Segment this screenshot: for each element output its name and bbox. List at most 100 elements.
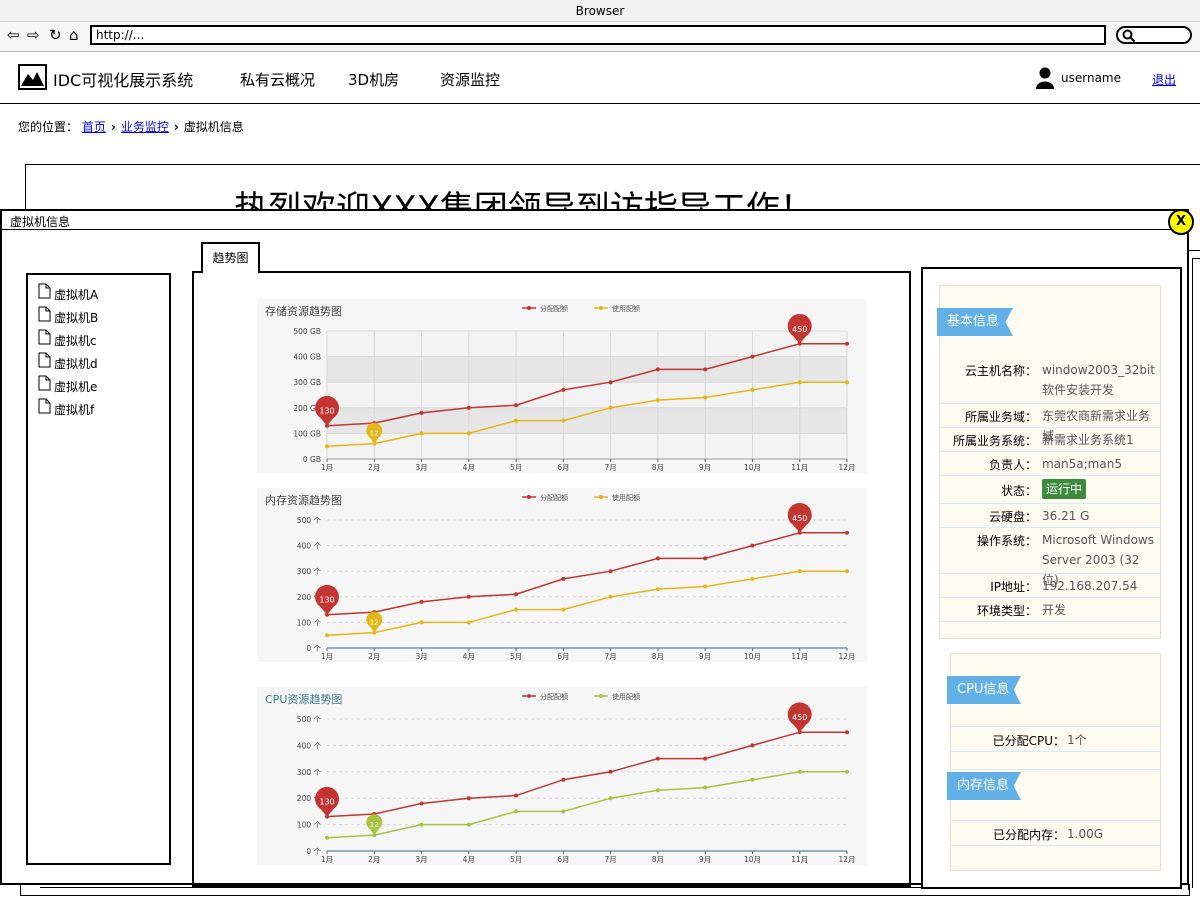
- series-line: [326, 532, 847, 616]
- status-badge: 运行中: [1042, 479, 1087, 499]
- legend-dot: [527, 694, 531, 698]
- x-tick-label: 12月: [838, 855, 855, 864]
- info-value: 36.21 G: [1042, 509, 1090, 523]
- divider: [951, 752, 1160, 770]
- x-tick-label: 4月: [463, 652, 475, 661]
- memory-trend-chart: 内存资源趋势图 分配配额 使用配额 0 个 100 个 200 个 300 个 400 个 50…: [257, 488, 867, 662]
- data-point: [466, 796, 471, 801]
- chevron-right-icon: ›: [110, 120, 116, 134]
- file-icon: [38, 329, 51, 345]
- vm-list: 虚拟机A 虚拟机B 虚拟机c 虚拟机d 虚拟机e 虚拟机f: [26, 273, 171, 865]
- vm-item-label: 虚拟机e: [54, 380, 98, 394]
- x-tick-label: 4月: [463, 463, 475, 472]
- x-tick-label: 7月: [604, 463, 616, 472]
- menu-resource-monitor[interactable]: 资源监控: [440, 71, 501, 89]
- info-key: 云主机名称：: [964, 364, 1037, 378]
- data-point: [419, 822, 424, 827]
- tab-trend[interactable]: 趋势图: [201, 242, 260, 273]
- marker-pin: [366, 422, 383, 444]
- x-tick-label: 6月: [557, 652, 569, 661]
- grid-band: [327, 356, 847, 383]
- x-tick-label: 1月: [321, 463, 333, 472]
- marker-pin: [787, 313, 812, 344]
- chart-title: CPU资源趋势图: [265, 692, 342, 706]
- x-tick-label: 10月: [744, 855, 761, 864]
- y-tick-label: 500 GB: [293, 327, 321, 336]
- close-button[interactable]: X: [1168, 209, 1194, 235]
- y-tick-label: 0 GB: [303, 455, 321, 464]
- app-title: IDC可视化展示系统: [53, 71, 194, 90]
- x-tick-label: 8月: [652, 855, 664, 864]
- data-point: [372, 833, 377, 838]
- x-tick-label: 1月: [321, 855, 333, 864]
- x-tick-label: 7月: [604, 855, 616, 864]
- data-point: [655, 756, 660, 761]
- marker-label: 450: [792, 713, 807, 722]
- grid-band: [327, 407, 847, 434]
- forward-icon[interactable]: ⇨: [27, 26, 40, 44]
- x-tick-label: 2月: [368, 855, 380, 864]
- search-icon: [1122, 29, 1136, 43]
- info-row: 操作系统： Microsoft Windows Server 2003 (32 …: [940, 528, 1160, 587]
- data-point: [750, 354, 755, 359]
- reload-icon[interactable]: ↻: [49, 26, 62, 44]
- username: username: [1061, 71, 1121, 85]
- x-tick-label: 5月: [510, 463, 522, 472]
- info-row: 负责人： man5a;man5: [940, 452, 1160, 476]
- data-point: [561, 607, 566, 612]
- browser-search-input[interactable]: [1116, 26, 1192, 44]
- file-icon: [38, 398, 51, 414]
- address-input[interactable]: http://...: [90, 25, 1106, 45]
- data-point: [655, 587, 660, 592]
- x-tick-label: 10月: [744, 463, 761, 472]
- breadcrumb-business[interactable]: 业务监控: [120, 120, 169, 134]
- home-icon[interactable]: ⌂: [69, 26, 79, 44]
- data-point: [703, 556, 708, 561]
- y-tick-label: 300 个: [297, 567, 322, 576]
- user-icon: [1036, 67, 1054, 89]
- info-value: window2003_32bit软件安装开发: [1042, 363, 1155, 397]
- data-point: [608, 405, 613, 410]
- legend-dot: [527, 306, 531, 310]
- y-tick-label: 100 个: [297, 618, 322, 627]
- menu-3d-room[interactable]: 3D机房: [348, 71, 400, 89]
- back-icon[interactable]: ⇦: [7, 26, 20, 44]
- y-tick-label: 400 个: [297, 741, 322, 750]
- menu-private-cloud[interactable]: 私有云概况: [240, 71, 316, 89]
- browser-title: Browser: [0, 0, 1200, 22]
- x-tick-label: 11月: [791, 652, 808, 661]
- storage-trend-chart: 存储资源趋势图 分配配额 使用配额 0 GB 100 GB 200 GB 300 GB 400…: [257, 299, 867, 473]
- data-point: [372, 441, 377, 446]
- y-tick-label: 500 个: [297, 516, 322, 525]
- chevron-right-icon: ›: [173, 120, 179, 134]
- data-point: [797, 769, 802, 774]
- data-point: [608, 769, 613, 774]
- charts-panel: 存储资源趋势图 分配配额 使用配额 0 GB 100 GB 200 GB 300 GB 400…: [192, 271, 911, 887]
- vm-info-modal: 虚拟机信息 X 虚拟机A 虚拟机B 虚拟机c 虚拟机d 虚拟机e 虚拟机f 趋势…: [0, 209, 1194, 889]
- data-point: [845, 341, 849, 346]
- data-point: [608, 594, 613, 599]
- legend-label: 分配配额: [540, 692, 568, 701]
- info-row: IP地址： 192.168.207.54: [940, 574, 1160, 598]
- marker-label: 450: [792, 514, 807, 523]
- info-value: Microsoft Windows Server 2003 (32 位): [1042, 533, 1154, 587]
- marker-pin: [366, 611, 383, 633]
- breadcrumb-home[interactable]: 首页: [81, 120, 106, 134]
- data-point: [514, 793, 519, 798]
- marker-label: 450: [792, 325, 807, 334]
- legend-label: 分配配额: [540, 304, 568, 313]
- logout-link[interactable]: 退出: [1152, 73, 1177, 87]
- data-point: [797, 380, 802, 385]
- x-tick-label: 5月: [510, 652, 522, 661]
- data-point: [750, 743, 755, 748]
- data-point: [655, 367, 660, 372]
- chart-title: 内存资源趋势图: [265, 493, 342, 507]
- x-tick-label: 9月: [699, 652, 711, 661]
- data-point: [561, 387, 566, 392]
- info-key: 已分配内存：: [992, 828, 1065, 842]
- data-point: [466, 620, 471, 625]
- data-point: [514, 418, 519, 423]
- marker-pin: [787, 502, 812, 533]
- data-point: [608, 796, 613, 801]
- x-tick-label: 2月: [368, 463, 380, 472]
